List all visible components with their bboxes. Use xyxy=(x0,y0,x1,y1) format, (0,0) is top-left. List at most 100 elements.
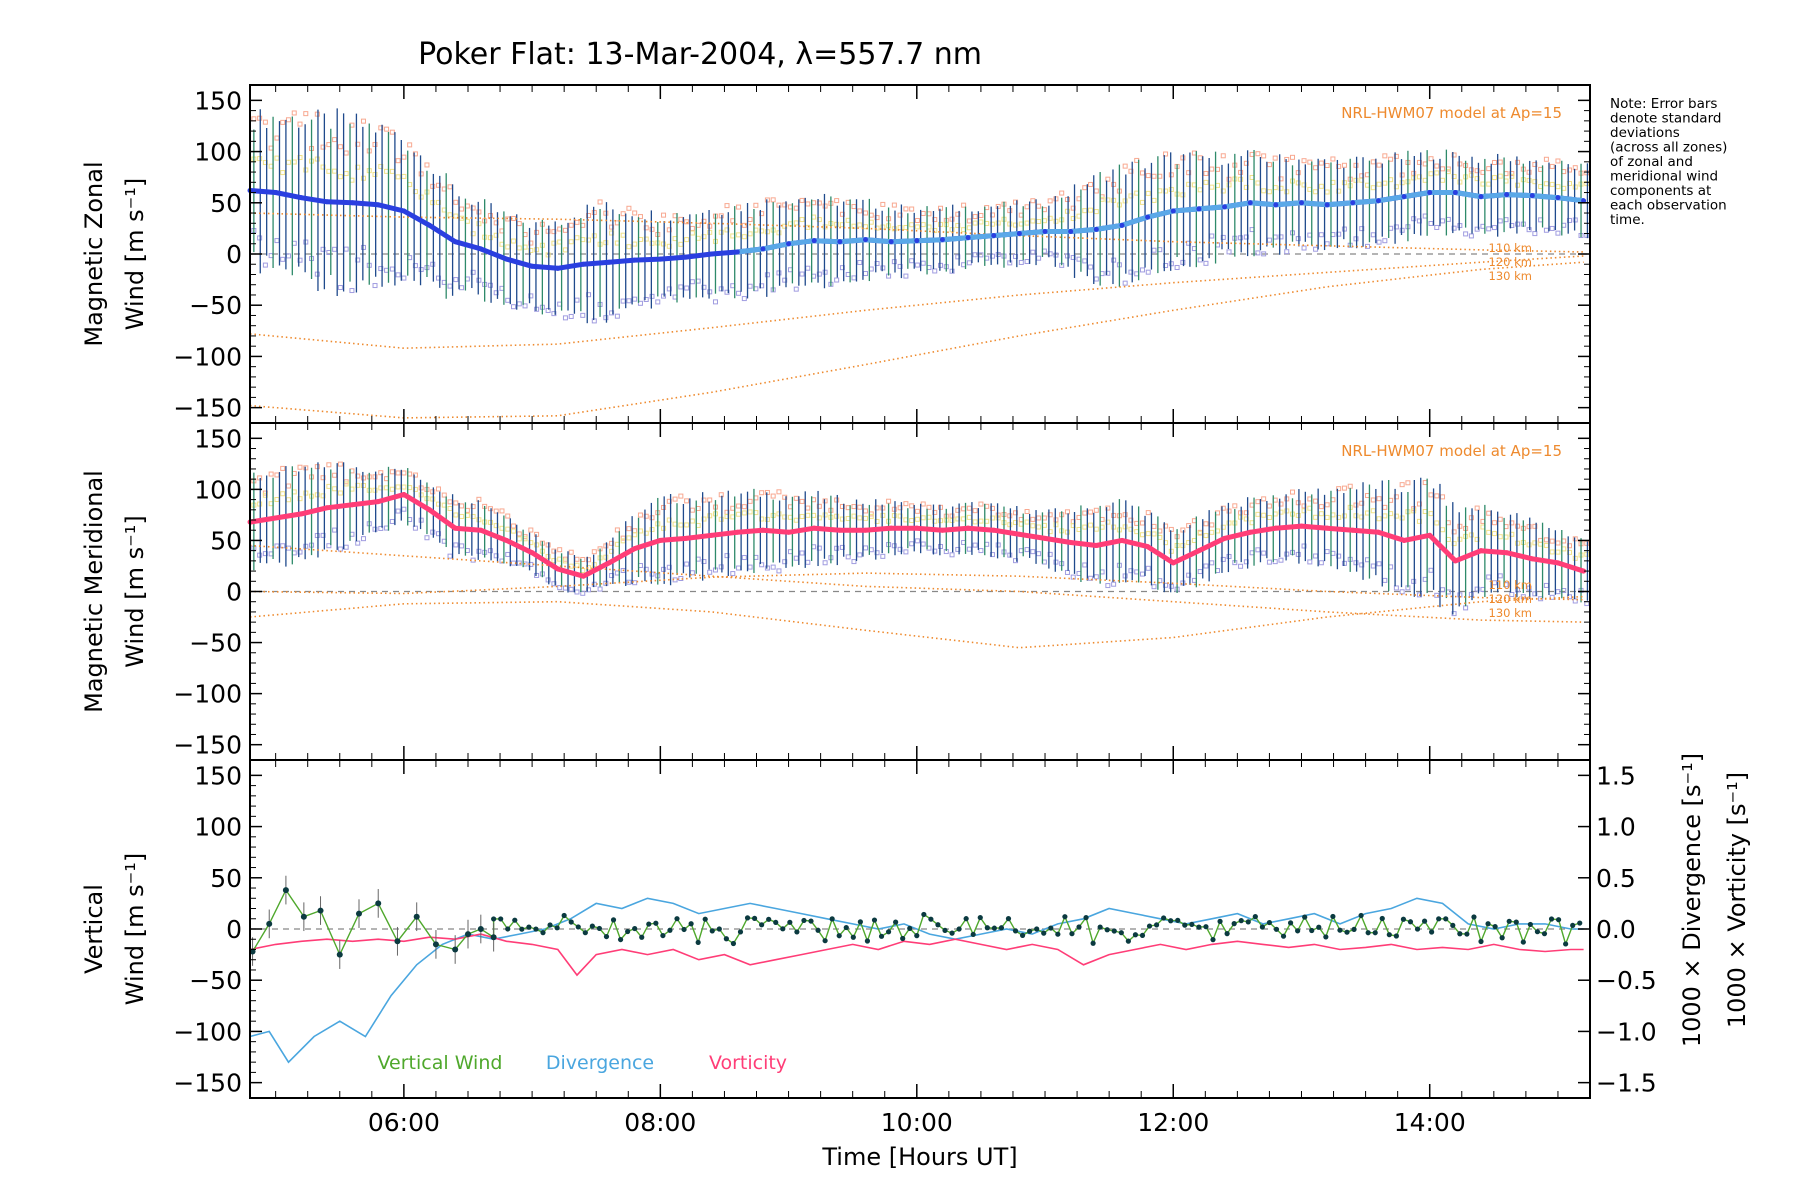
meridional-scatter-point xyxy=(1434,592,1440,598)
meridional-scatter-point xyxy=(395,470,401,476)
meridional-scatter-point xyxy=(816,503,822,509)
meridional-scatter-point xyxy=(424,535,430,541)
meridional-mean-point xyxy=(786,529,792,535)
vertical-wind-point xyxy=(603,933,610,940)
meridional-scatter-point xyxy=(972,519,978,525)
vertical-wind-point xyxy=(921,911,927,918)
meridional-scatter-point xyxy=(1111,581,1117,587)
meridional-mean-point xyxy=(632,546,638,552)
meridional-scatter-point xyxy=(1145,565,1151,571)
vertical-wind-point xyxy=(1548,916,1555,922)
zonal-scatter-point xyxy=(741,296,747,302)
note-line: deviations xyxy=(1610,125,1680,141)
meridional-scatter-point xyxy=(557,585,563,591)
meridional-scatter-point xyxy=(297,464,303,470)
meridional-scatter-point xyxy=(1163,582,1169,588)
meridional-scatter-point xyxy=(782,559,788,565)
zonal-scatter-point xyxy=(1139,267,1145,273)
zonal-mean-point xyxy=(1401,194,1407,200)
right-axis-tick-label: 0.0 xyxy=(1596,915,1636,944)
vertical-wind-point xyxy=(822,938,828,944)
note-line: components at xyxy=(1610,183,1711,199)
vertical-wind-point xyxy=(1287,920,1294,926)
zonal-scatter-point xyxy=(816,200,822,206)
meridional-mean-point xyxy=(811,525,817,531)
zonal-scatter-point xyxy=(1549,181,1555,187)
meridional-scatter-point xyxy=(493,508,499,514)
zonal-scatter-point xyxy=(1070,215,1076,221)
meridional-mean-point xyxy=(683,535,689,541)
meridional-scatter-point xyxy=(1105,519,1111,525)
meridional-mean-point xyxy=(1427,532,1433,538)
zonal-scatter-point xyxy=(1013,222,1019,228)
vertical-wind-point xyxy=(432,941,439,948)
meridional-scatter-point xyxy=(626,579,632,585)
meridional-scatter-point xyxy=(1261,496,1267,502)
meridional-scatter-point xyxy=(730,571,736,577)
zonal-mean-point xyxy=(1145,214,1151,220)
meridional-scatter-point xyxy=(897,546,903,552)
meridional-altitude-label: 120 km xyxy=(1489,592,1532,606)
meridional-scatter-point xyxy=(470,504,476,510)
meridional-scatter-point xyxy=(505,513,511,519)
meridional-scatter-point xyxy=(280,491,286,497)
vertical-wind-point xyxy=(695,939,701,946)
zonal-scatter-point xyxy=(1336,188,1342,194)
zonal-scatter-point xyxy=(1105,197,1111,203)
meridional-mean-point xyxy=(401,491,407,497)
x-tick-label: 06:00 xyxy=(368,1108,440,1137)
meridional-scatter-point xyxy=(1024,509,1030,515)
zonal-scatter-point xyxy=(989,212,995,218)
meridional-scatter-point xyxy=(1405,480,1411,486)
meridional-scatter-point xyxy=(1243,510,1249,516)
zonal-scatter-point xyxy=(1549,163,1555,169)
zonal-scatter-point xyxy=(684,219,690,225)
meridional-scatter-point xyxy=(1203,563,1209,569)
zonal-scatter-point xyxy=(1128,168,1134,174)
meridional-altitude-label: 130 km xyxy=(1489,606,1532,620)
zonal-scatter-point xyxy=(1122,280,1128,286)
zonal-scatter-point xyxy=(349,288,355,294)
meridional-y-tick-label: 100 xyxy=(194,475,242,504)
meridional-scatter-point xyxy=(972,508,978,514)
zonal-scatter-point xyxy=(816,217,822,223)
vertical-wind-point xyxy=(815,927,821,933)
zonal-altitude-label: 130 km xyxy=(1489,269,1532,283)
zonal-scatter-point xyxy=(1434,163,1440,169)
vertical-wind-point xyxy=(1238,918,1244,924)
x-tick-label: 14:00 xyxy=(1394,1108,1466,1137)
zonal-scatter-point xyxy=(1122,163,1128,169)
meridional-altitude-label: 110 km xyxy=(1489,578,1532,592)
meridional-scatter-point xyxy=(1416,518,1422,524)
zonal-scatter-point xyxy=(360,118,366,124)
vertical-wind-point xyxy=(632,925,638,932)
zonal-mean-point xyxy=(1350,200,1356,206)
zonal-scatter-point xyxy=(1261,251,1267,257)
vertical-wind-point xyxy=(1414,926,1421,932)
vertical-wind-point xyxy=(751,915,758,921)
vertical-wind-point xyxy=(1499,935,1505,941)
meridional-mean-point xyxy=(1324,525,1330,531)
note-line: Note: Error bars xyxy=(1610,96,1717,112)
vertical-wind-point xyxy=(737,929,744,935)
zonal-scatter-point xyxy=(1278,185,1284,191)
meridional-scatter-point xyxy=(1451,541,1457,547)
zonal-scatter-point xyxy=(1549,225,1555,231)
vertical-wind-point xyxy=(375,900,382,907)
meridional-scatter-point xyxy=(1278,557,1284,563)
meridional-scatter-point xyxy=(1336,486,1342,492)
meridional-scatter-point xyxy=(1243,516,1249,522)
zonal-mean-point xyxy=(991,233,997,239)
meridional-scatter-point xyxy=(1434,520,1440,526)
zonal-scatter-point xyxy=(424,162,430,168)
vertical-wind-point xyxy=(413,913,420,920)
meridional-scatter-point xyxy=(1393,585,1399,591)
zonal-scatter-point xyxy=(320,144,326,150)
meridional-mean-point xyxy=(1504,550,1510,556)
vertical-wind-point xyxy=(977,914,983,921)
right-axis-tick-label: −0.5 xyxy=(1596,966,1657,995)
vertical-wind-point xyxy=(1266,919,1273,926)
meridional-scatter-point xyxy=(903,549,909,555)
zonal-scatter-point xyxy=(1532,179,1538,185)
note-line: of zonal and xyxy=(1610,154,1693,170)
